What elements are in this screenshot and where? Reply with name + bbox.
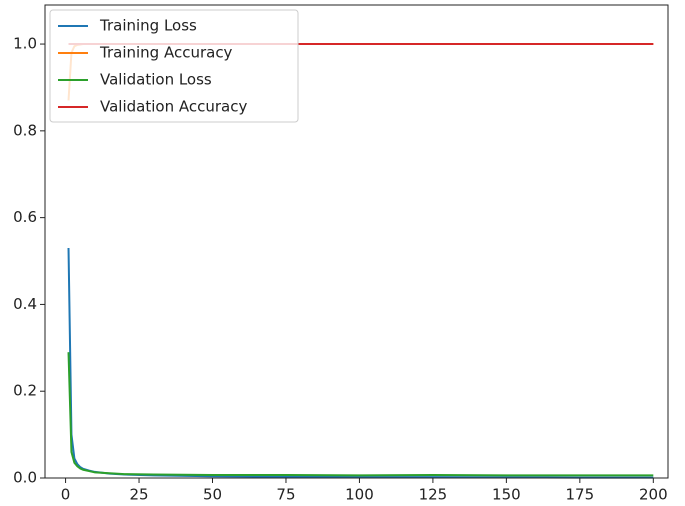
- y-tick-label: 0.2: [13, 382, 37, 400]
- y-tick-label: 0.6: [13, 208, 37, 226]
- plot-frame: [44, 4, 669, 479]
- x-tick-label: 150: [492, 486, 521, 504]
- y-tick-label: 0.4: [13, 295, 37, 313]
- x-tick-label: 100: [345, 486, 374, 504]
- y-tick-label: 0.8: [13, 121, 37, 139]
- y-tick-label: 1.0: [13, 35, 37, 53]
- line-series: [67, 247, 654, 479]
- legend-label: Training Loss: [99, 17, 197, 35]
- x-tick-label: 50: [203, 486, 222, 504]
- x-tick-label: 175: [566, 486, 595, 504]
- legend-label: Validation Loss: [100, 71, 212, 89]
- x-tick-label: 200: [639, 486, 668, 504]
- x-tick-label: 75: [276, 486, 295, 504]
- line-series: [67, 352, 654, 477]
- legend-box: [49, 9, 299, 123]
- y-tick-label: 0.0: [13, 469, 37, 487]
- x-tick-label: 25: [129, 486, 148, 504]
- legend-label: Training Accuracy: [99, 44, 233, 62]
- x-tick-label: 0: [61, 486, 71, 504]
- legend-label: Validation Accuracy: [100, 98, 247, 116]
- x-tick-label: 125: [419, 486, 448, 504]
